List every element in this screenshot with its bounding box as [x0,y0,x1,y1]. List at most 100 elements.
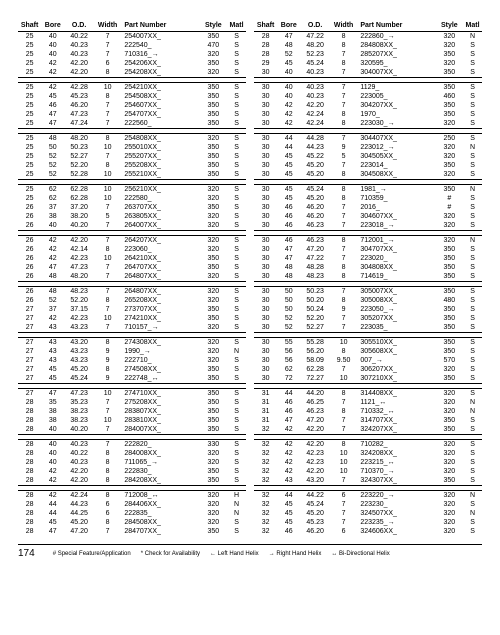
cell-shaft: 25 [18,134,41,144]
table-row: 324545.237223235_→320S [254,518,482,527]
cell-width: 7 [94,119,121,129]
header-matl: Matl [227,20,246,32]
cell-matl: S [463,500,482,509]
cell-bore: 46 [277,221,300,231]
cell-width: 8 [94,245,121,254]
cell-bore: 42 [277,101,300,110]
cell-style: 320 [200,296,227,305]
cell-width: 7 [330,314,357,323]
cell-style: 320 [436,518,463,527]
cell-od: 42.20 [300,425,330,435]
cell-bore: 52 [277,50,300,59]
cell-width: 10 [330,458,357,467]
cell-shaft: 28 [254,32,277,42]
cell-style: 350 [200,254,227,263]
cell-style: 350 [436,338,463,348]
cell-matl: S [227,263,246,272]
cell-width: 7 [330,287,357,297]
table-row: 304646.207304607XX_320S [254,212,482,221]
table-row: 284242.248712008_↔320H [18,491,246,501]
table-row: 254040.227254007XX_350S [18,32,246,42]
cell-width: 10 [94,185,121,195]
cell-od: 45.20 [64,365,94,374]
cell-width: 8 [330,59,357,68]
table-row: 255252.277255207XX_350S [18,152,246,161]
cell-bore: 43 [41,347,64,356]
table-row: 283535.237275208XX_350S [18,398,246,407]
cell-od: 45.20 [300,170,330,180]
header-width: Width [330,20,357,32]
cell-style: 350 [436,185,463,195]
header-od: O.D. [300,20,330,32]
cell-style: 350 [200,416,227,425]
cell-matl: S [463,203,482,212]
cell-od: 42.20 [64,236,94,246]
cell-shaft: 30 [254,101,277,110]
cell-od: 42.20 [300,467,330,476]
header-style: Style [436,20,463,32]
cell-bore: 42 [41,59,64,68]
cell-style: 350 [200,398,227,407]
cell-style: 320 [200,323,227,333]
cell-part: 710282_ [357,440,435,450]
cell-matl: S [227,338,246,348]
cell-part: 264707XX_ [121,263,199,272]
cell-width: 8 [330,170,357,180]
cell-part: 223235_→ [357,518,435,527]
cell-od: 42.23 [64,314,94,323]
table-row: 284040.237222820_330S [18,440,246,450]
cell-style: 350 [200,374,227,384]
cell-bore: 42 [277,119,300,129]
cell-part: 255208XX_ [121,161,199,170]
cell-part: 284008XX_ [121,449,199,458]
cell-part: 304508XX_ [357,170,435,180]
cell-shaft: 27 [18,356,41,365]
cell-part: 324507XX_ [357,509,435,518]
cell-od: 47.20 [64,527,94,536]
table-row: 324242.2310223215_↔320S [254,458,482,467]
cell-style: 320 [436,407,463,416]
cell-bore: 44 [277,134,300,144]
cell-od: 42.14 [64,245,94,254]
cell-part: 710332_↔ [357,407,435,416]
cell-bore: 46 [277,212,300,221]
cell-od: 48.23 [300,272,330,282]
cell-od: 37.15 [64,305,94,314]
cell-od: 42.23 [300,449,330,458]
cell-bore: 52 [277,323,300,333]
cell-bore: 45 [277,509,300,518]
cell-part: 273707XX_ [121,305,199,314]
cell-od: 45.24 [64,374,94,384]
cell-matl: S [463,287,482,297]
cell-part: 324207XX_ [357,425,435,435]
cell-style: 350 [200,110,227,119]
header-bore: Bore [277,20,300,32]
cell-bore: 45 [41,374,64,384]
cell-bore: 47 [277,32,300,42]
cell-matl: N [463,407,482,416]
cell-width: 7 [330,500,357,509]
cell-part: 223230_ [357,500,435,509]
cell-bore: 44 [41,500,64,509]
cell-matl: S [463,458,482,467]
cell-bore: 45 [41,365,64,374]
cell-width: 8 [330,194,357,203]
cell-width: 7 [94,221,121,231]
table-row: 304646.237223018_→320S [254,221,482,231]
cell-shaft: 30 [254,263,277,272]
cell-shaft: 30 [254,119,277,129]
cell-matl: S [463,263,482,272]
cell-width: 7 [94,236,121,246]
cell-style: 320 [200,68,227,78]
cell-bore: 40 [41,50,64,59]
cell-matl: S [463,41,482,50]
cell-part: 304505XX_ [357,152,435,161]
cell-shaft: 26 [18,236,41,246]
cell-style: 320 [200,236,227,246]
table-row: 254040.237710316_→320S [18,50,246,59]
table-row: 255050.2310255010XX_350S [18,143,246,152]
cell-style: 350 [436,323,463,333]
table-row: 265252.208265208XX_320S [18,296,246,305]
table-row: 264242.2310264210XX_350S [18,254,246,263]
cell-shaft: 31 [254,398,277,407]
